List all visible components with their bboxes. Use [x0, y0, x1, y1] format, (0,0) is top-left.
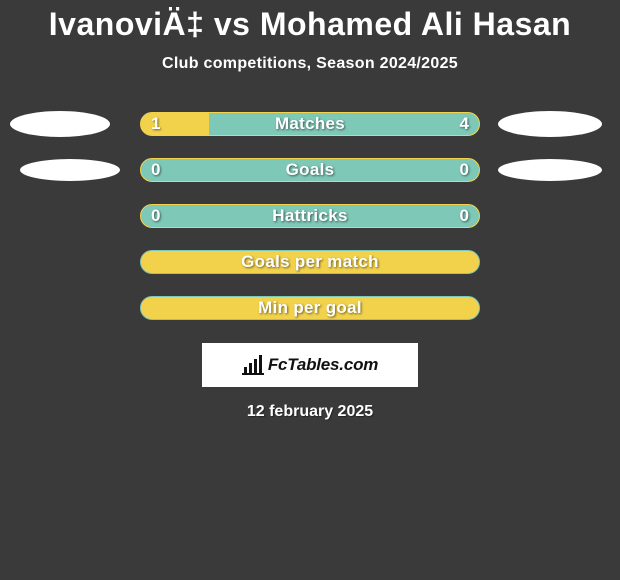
stat-value-left: 0 — [151, 205, 160, 227]
brand-box: FcTables.com — [202, 343, 418, 387]
stat-value-right: 0 — [460, 205, 469, 227]
stat-label: Min per goal — [141, 297, 479, 319]
stat-bar: Goals0 0 — [140, 158, 480, 182]
stat-bar: Matches1 4 — [140, 112, 480, 136]
stat-row: Goals per match — [0, 239, 620, 285]
stat-value-left: 1 — [151, 113, 160, 135]
player-right-indicator — [498, 159, 602, 181]
stat-label: Matches — [141, 113, 479, 135]
comparison-chart: Matches14Goals00Hattricks00Goals per mat… — [0, 101, 620, 331]
brand-text: FcTables.com — [268, 355, 378, 375]
stat-label: Goals — [141, 159, 479, 181]
player-left-indicator — [10, 111, 110, 137]
stat-bar: Hattricks0 0 — [140, 204, 480, 228]
page-title: IvanoviÄ‡ vs Mohamed Ali Hasan — [0, 0, 620, 43]
stat-label: Goals per match — [141, 251, 479, 273]
chart-bars-icon — [242, 355, 264, 375]
stat-label: Hattricks — [141, 205, 479, 227]
stat-bar: Goals per match — [140, 250, 480, 274]
stat-value-right: 0 — [460, 159, 469, 181]
stat-row: Goals0 0 — [0, 147, 620, 193]
stat-row: Hattricks0 0 — [0, 193, 620, 239]
stat-bar: Min per goal — [140, 296, 480, 320]
stat-value-left: 0 — [151, 159, 160, 181]
player-left-indicator — [20, 159, 120, 181]
player-right-indicator — [498, 111, 602, 137]
stat-value-right: 4 — [460, 113, 469, 135]
date-line: 12 february 2025 — [0, 403, 620, 421]
subtitle: Club competitions, Season 2024/2025 — [0, 55, 620, 73]
stat-row: Matches1 4 — [0, 101, 620, 147]
stat-row: Min per goal — [0, 285, 620, 331]
